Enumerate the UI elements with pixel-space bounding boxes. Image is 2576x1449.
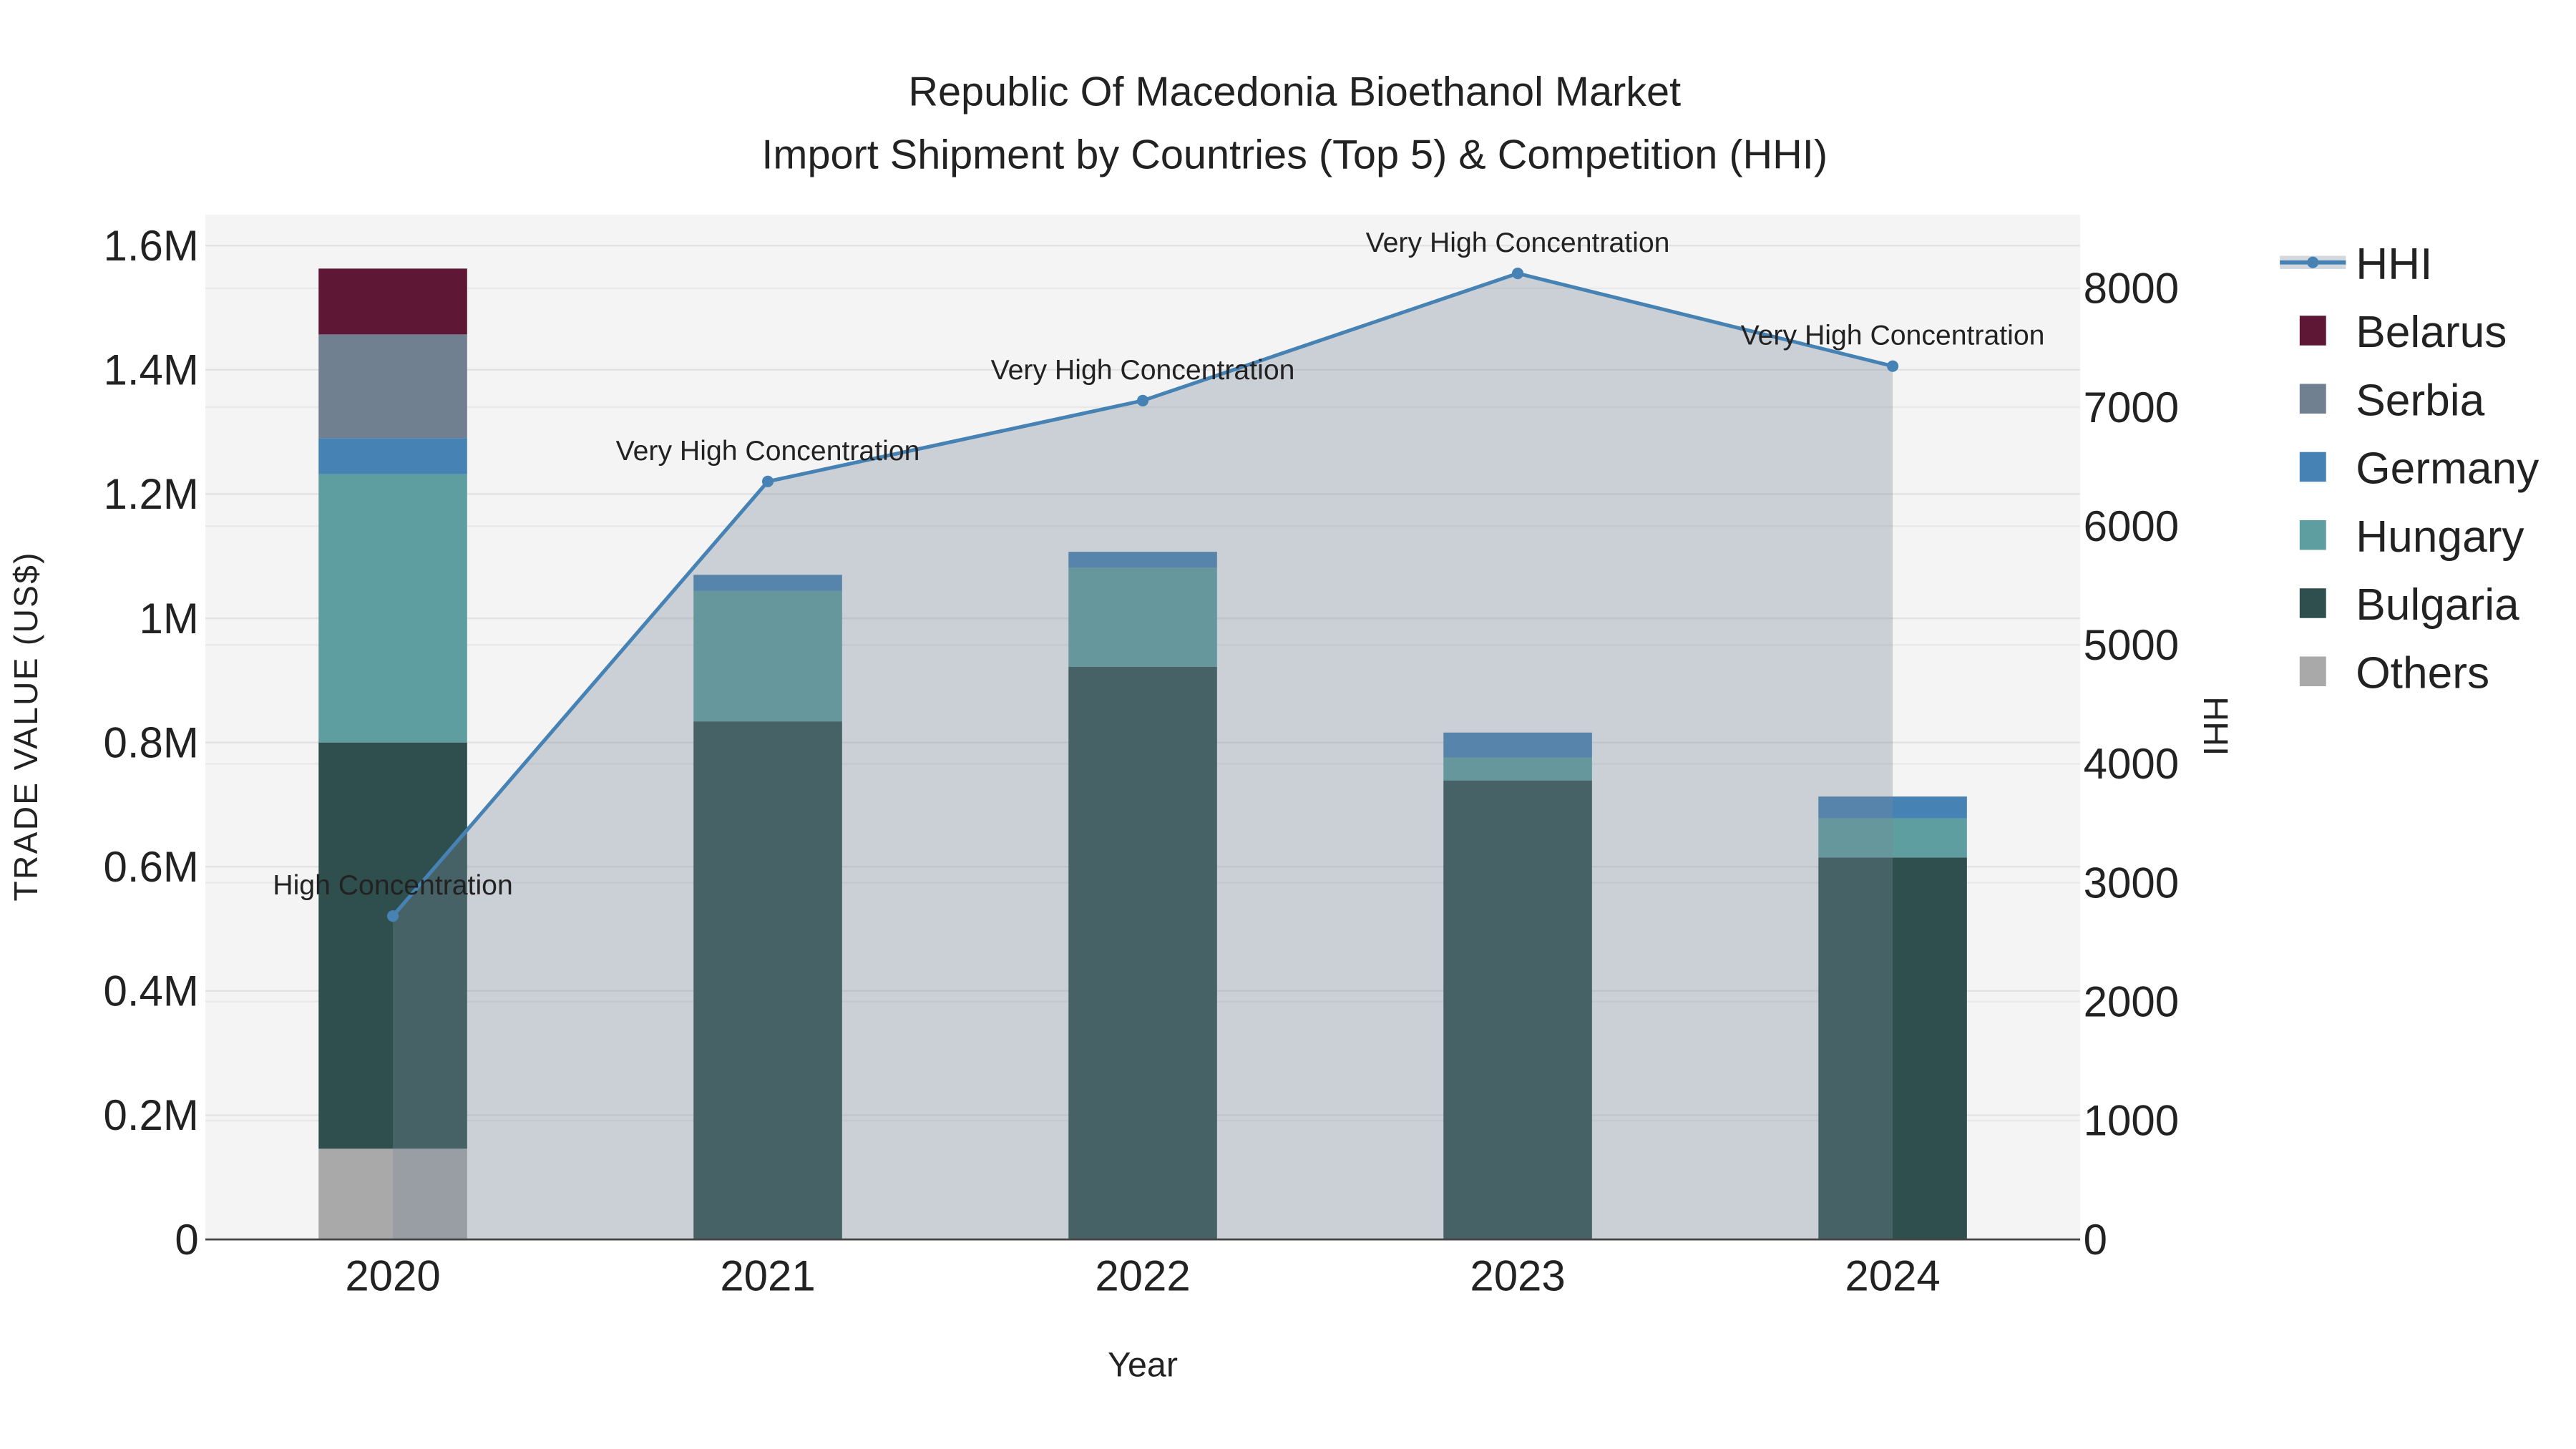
y2-tick-label: 5000 <box>2084 621 2179 669</box>
legend-swatch-others <box>2299 656 2326 686</box>
bar-hungary-2023 <box>1443 757 1592 781</box>
y-tick-label: 1M <box>139 595 198 643</box>
bar-bulgaria-2021 <box>693 721 842 1240</box>
y2-tick-label: 0 <box>2084 1216 2107 1264</box>
bar-germany-2024 <box>1818 796 1967 819</box>
legend-label-bulgaria: Bulgaria <box>2356 580 2519 630</box>
chart-title-line2: Import Shipment by Countries (Top 5) & C… <box>761 132 1828 177</box>
y-tick-label: 1.4M <box>103 346 198 394</box>
bar-hungary-2020 <box>318 474 467 743</box>
bar-hungary-2022 <box>1068 567 1217 667</box>
hhi-point-2024 <box>1886 360 1899 372</box>
legend-label-others: Others <box>2356 648 2489 698</box>
legend-swatch-germany <box>2299 452 2326 482</box>
y-axis-label: TRADE VALUE (US$) <box>7 551 44 901</box>
legend-label-serbia: Serbia <box>2356 376 2484 425</box>
legend-label-belarus: Belarus <box>2356 308 2507 357</box>
hhi-annotation: Very High Concentration <box>1366 228 1670 258</box>
hhi-annotation: High Concentration <box>273 870 512 901</box>
legend-label-hhi: HHI <box>2356 240 2432 289</box>
x-axis-label: Year <box>1108 1346 1178 1385</box>
legend-label-hungary: Hungary <box>2356 512 2524 562</box>
y-tick-label: 0.4M <box>103 967 198 1015</box>
y2-tick-label: 8000 <box>2084 265 2179 313</box>
bar-serbia-2020 <box>318 334 467 439</box>
y2-axis-label: HHI <box>2196 696 2235 756</box>
hhi-point-2022 <box>1136 394 1149 406</box>
legend-label-germany: Germany <box>2356 444 2540 494</box>
y-tick-label: 1.2M <box>103 470 198 518</box>
bar-bulgaria-2020 <box>318 742 467 1149</box>
y2-tick-label: 1000 <box>2084 1097 2179 1145</box>
bar-germany-2023 <box>1443 732 1592 758</box>
y2-tick-label: 4000 <box>2084 740 2179 788</box>
y-tick-label: 0.8M <box>103 718 198 766</box>
bar-germany-2020 <box>318 438 467 474</box>
bar-belarus-2020 <box>318 268 467 335</box>
x-tick-label: 2020 <box>345 1252 440 1300</box>
y2-tick-label: 2000 <box>2084 978 2179 1026</box>
y-tick-label: 0 <box>175 1216 198 1264</box>
x-tick-label: 2023 <box>1470 1252 1565 1300</box>
legend-swatch-serbia <box>2299 384 2326 414</box>
hhi-annotation: Very High Concentration <box>616 436 920 467</box>
bar-hungary-2024 <box>1818 818 1967 858</box>
hhi-annotation: Very High Concentration <box>991 355 1295 386</box>
x-tick-label: 2024 <box>1845 1252 1940 1300</box>
y2-tick-label: 6000 <box>2084 502 2179 550</box>
bar-bulgaria-2024 <box>1818 857 1967 1240</box>
y2-tick-label: 7000 <box>2084 384 2179 431</box>
bar-germany-2021 <box>693 575 842 591</box>
x-tick-label: 2021 <box>720 1252 815 1300</box>
legend: HHI Belarus Serbia Germany Hungary Bulgaria Ot… <box>2280 240 2540 698</box>
legend-swatch-hungary <box>2299 519 2326 550</box>
bar-bulgaria-2022 <box>1068 666 1217 1240</box>
bar-germany-2022 <box>1068 552 1217 568</box>
bar-hungary-2021 <box>693 590 842 722</box>
bar-bulgaria-2023 <box>1443 780 1592 1240</box>
legend-swatch-belarus <box>2299 316 2326 346</box>
y-tick-label: 1.6M <box>103 222 198 270</box>
y2-tick-label: 3000 <box>2084 859 2179 907</box>
hhi-point-2023 <box>1511 268 1524 280</box>
hhi-point-2020 <box>386 910 399 922</box>
x-tick-label: 2022 <box>1095 1252 1190 1300</box>
bar-others-2020 <box>318 1148 467 1240</box>
hhi-point-2021 <box>761 475 774 487</box>
legend-swatch-bulgaria <box>2299 588 2326 618</box>
y-tick-label: 0.2M <box>103 1091 198 1139</box>
legend-hhi-marker-icon <box>2307 256 2319 268</box>
hhi-annotation: Very High Concentration <box>1741 321 2045 351</box>
y-tick-label: 0.6M <box>103 843 198 891</box>
chart-title-line1: Republic Of Macedonia Bioethanol Market <box>908 69 1681 115</box>
hhi-area <box>393 273 1893 1240</box>
